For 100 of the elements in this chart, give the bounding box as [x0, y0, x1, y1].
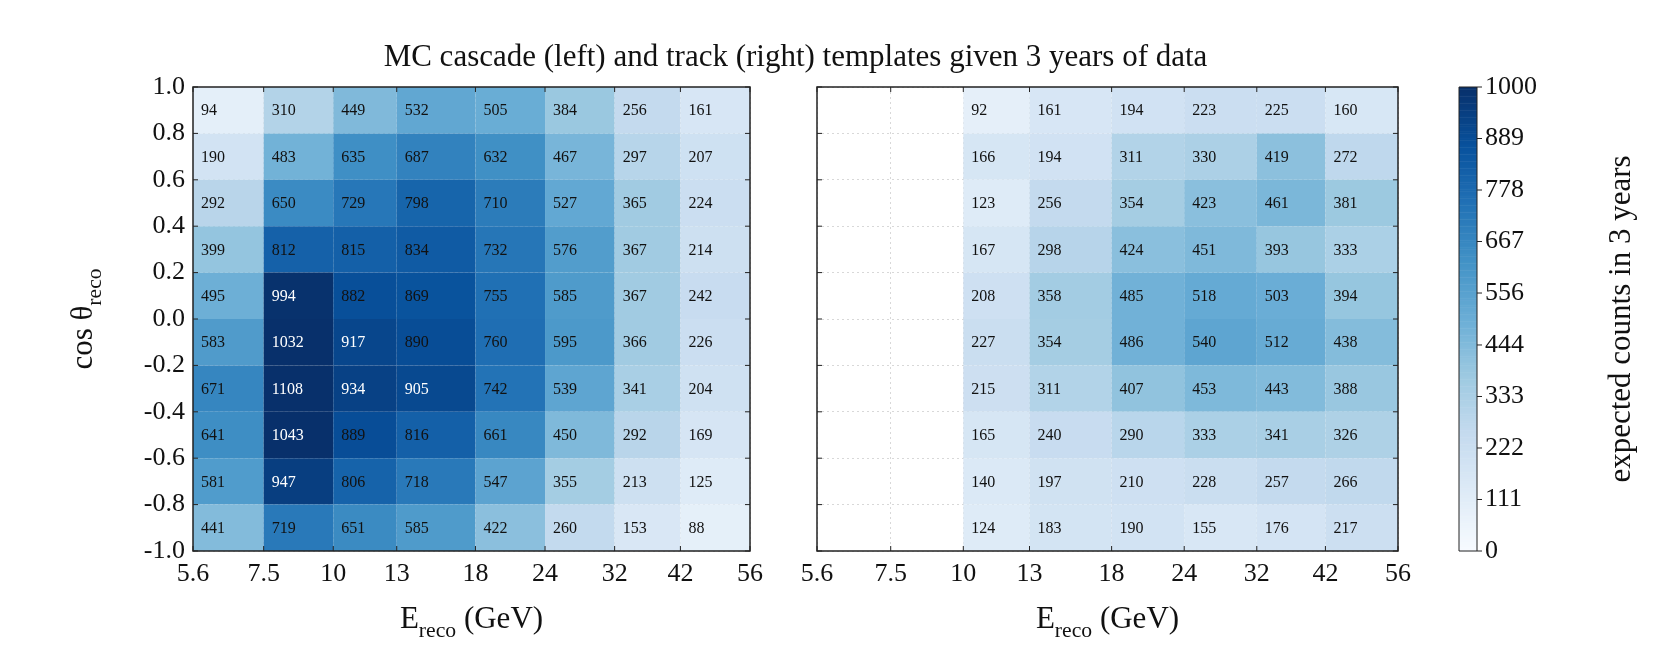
data-label: 160: [1333, 101, 1358, 119]
data-label: 576: [553, 240, 578, 258]
data-label: 330: [1192, 147, 1217, 165]
data-label: 155: [1192, 519, 1217, 536]
data-label: 422: [483, 519, 508, 536]
x-tick-label: 42: [1312, 558, 1339, 588]
data-label: 671: [201, 379, 225, 397]
data-label: 214: [688, 240, 713, 258]
color-bar-label: 0: [1485, 534, 1498, 564]
y-tick-label: -0.6: [143, 442, 185, 472]
data-label: 443: [1264, 379, 1289, 397]
data-label: 257: [1264, 472, 1289, 490]
y-tick-label: -0.2: [143, 349, 185, 379]
data-label: 532: [404, 101, 429, 119]
data-label: 125: [688, 472, 713, 490]
data-label: 365: [622, 194, 647, 212]
data-label: 266: [1333, 472, 1358, 490]
y-tick-label: 0.0: [152, 302, 185, 332]
data-label: 242: [688, 287, 713, 304]
data-label: 310: [271, 101, 296, 119]
data-label: 518: [1192, 287, 1217, 304]
x-tick-label: 7.5: [874, 558, 907, 588]
y-tick-label: 0.8: [152, 117, 185, 147]
data-label: 419: [1264, 147, 1289, 165]
data-label: 485: [1119, 287, 1144, 304]
color-bar-label: 333: [1485, 380, 1524, 410]
data-label: 227: [971, 333, 996, 351]
data-label: 424: [1119, 240, 1144, 258]
y-tick-label: 1.0: [152, 70, 185, 100]
data-label: 190: [1119, 519, 1144, 536]
data-label: 204: [688, 379, 713, 397]
data-label: 366: [622, 333, 647, 351]
data-label: 635: [341, 147, 366, 165]
color-bar-label: 667: [1485, 225, 1524, 255]
data-label: 367: [622, 240, 647, 258]
data-label: 225: [1264, 101, 1289, 119]
data-label: 140: [971, 472, 996, 490]
data-label: 441: [201, 519, 225, 536]
x-tick-label: 56: [737, 558, 763, 588]
data-label: 176: [1264, 519, 1289, 536]
data-label: 161: [688, 101, 713, 119]
x-tick-label: 24: [532, 558, 559, 588]
data-label: 228: [1192, 472, 1217, 490]
color-bar-label: 1000: [1485, 70, 1537, 100]
x-tick-label: 24: [1171, 558, 1198, 588]
data-label: 123: [971, 194, 996, 212]
x-tick-label: 13: [1016, 558, 1043, 588]
color-bar-label: 778: [1485, 173, 1524, 203]
data-label: 388: [1333, 379, 1358, 397]
data-label: 341: [622, 379, 647, 397]
x-tick-label: 18: [462, 558, 489, 588]
data-label: 947: [271, 472, 296, 490]
data-label: 732: [483, 240, 508, 258]
x-tick-label: 10: [950, 558, 977, 588]
data-label: 495: [201, 287, 225, 304]
chart-title: MC cascade (left) and track (right) templates given 3 years of data: [382, 38, 1209, 74]
y-axis-title: cos θreco: [64, 268, 107, 370]
data-label: 882: [341, 287, 366, 304]
data-label: 197: [1037, 472, 1062, 490]
data-label: 806: [341, 472, 366, 490]
data-label: 161: [1037, 101, 1062, 119]
data-label: 384: [553, 101, 578, 119]
y-tick-label: 0.6: [152, 163, 185, 193]
data-label: 240: [1037, 426, 1062, 444]
data-label: 650: [271, 194, 296, 212]
x-tick-label: 56: [1385, 558, 1411, 588]
data-label: 358: [1037, 287, 1062, 304]
data-label: 760: [483, 333, 508, 351]
color-bar-label: 556: [1485, 276, 1524, 306]
data-label: 718: [404, 472, 429, 490]
data-label: 503: [1264, 287, 1289, 304]
data-label: 256: [622, 101, 647, 119]
data-label: 394: [1333, 287, 1358, 304]
color-bar-label: 889: [1485, 122, 1524, 152]
data-label: 311: [1037, 379, 1061, 397]
data-label: 166: [971, 147, 996, 165]
data-label: 505: [483, 101, 508, 119]
data-label: 547: [483, 472, 508, 490]
data-label: 292: [622, 426, 647, 444]
color-bar-title: expected counts in 3 years: [1602, 155, 1637, 483]
data-label: 167: [971, 240, 996, 258]
data-label: 632: [483, 147, 508, 165]
data-label: 215: [971, 379, 996, 397]
data-label: 169: [688, 426, 713, 444]
color-bar-label: 111: [1485, 483, 1523, 513]
data-label: 651: [341, 519, 366, 536]
data-label: 527: [553, 194, 578, 212]
data-label: 755: [483, 287, 508, 304]
data-label: 210: [1119, 472, 1144, 490]
data-label: 88: [688, 519, 705, 536]
x-tick-label: 32: [601, 558, 628, 588]
x-tick-label: 32: [1243, 558, 1270, 588]
data-label: 461: [1264, 194, 1289, 212]
data-label: 889: [341, 426, 366, 444]
data-label: 297: [622, 147, 647, 165]
y-tick-label: 0.4: [152, 210, 185, 240]
data-label: 834: [404, 240, 429, 258]
x-tick-label: 5.6: [800, 558, 834, 588]
data-label: 208: [971, 287, 996, 304]
data-label: 124: [971, 519, 996, 536]
